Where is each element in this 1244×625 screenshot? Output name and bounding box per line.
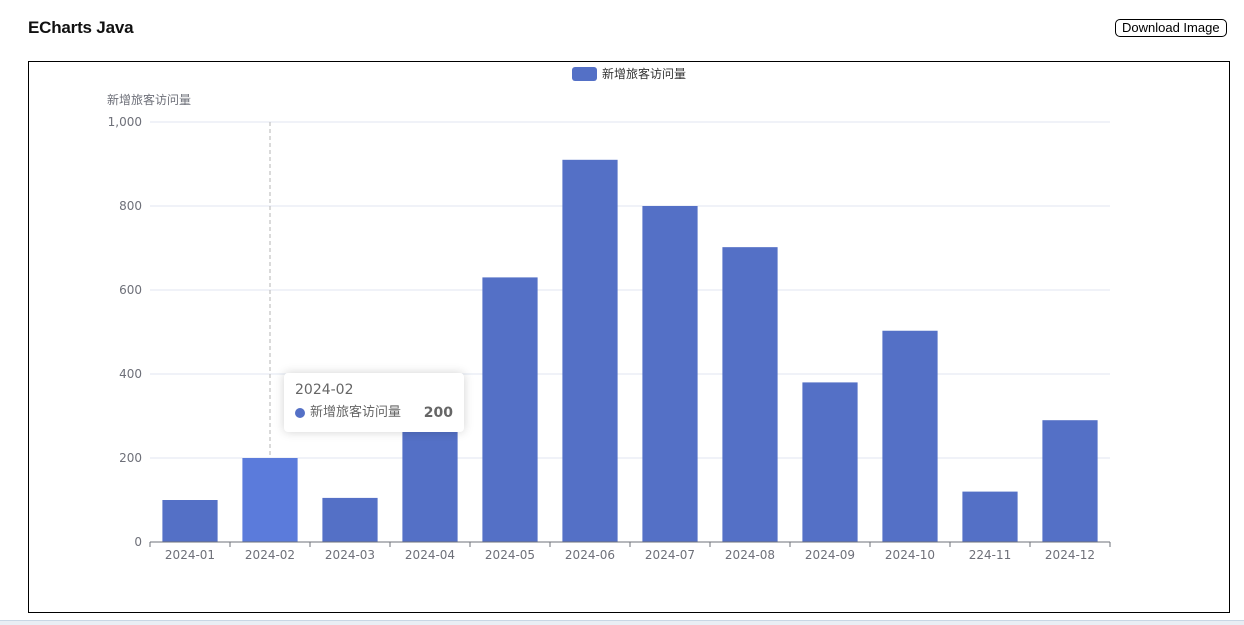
x-tick-label: 2024-03 (325, 548, 375, 562)
x-tick-label: 2024-12 (1045, 548, 1095, 562)
x-tick-label: 2024-02 (245, 548, 295, 562)
bar-2024-05[interactable] (482, 277, 538, 542)
bar-2024-12[interactable] (1042, 420, 1098, 542)
bar-2024-04[interactable] (402, 430, 458, 542)
x-tick-label: 2024-09 (805, 548, 855, 562)
x-tick-label: 2024-04 (405, 548, 455, 562)
x-tick-label: 2024-07 (645, 548, 695, 562)
tooltip-value: 200 (423, 405, 453, 421)
top-bar: ECharts Java Download Image (0, 0, 1244, 60)
y-tick-label: 600 (119, 283, 142, 297)
axes: 0 200 400 600 800 1,000 2024-01 2024-02 2024-03 2… (108, 115, 1111, 562)
bar-2024-02[interactable] (242, 458, 298, 542)
bar-2024-10[interactable] (882, 330, 938, 542)
bar-224-11[interactable] (962, 491, 1018, 542)
download-image-button[interactable]: Download Image (1115, 19, 1227, 37)
legend-swatch[interactable] (572, 67, 597, 81)
x-tick-label: 2024-05 (485, 548, 535, 562)
window-bottom-edge (0, 620, 1244, 625)
x-tick-label: 2024-10 (885, 548, 935, 562)
x-tick-label: 2024-06 (565, 548, 615, 562)
bar-chart[interactable]: 0 200 400 600 800 1,000 2024-01 2024-02 2024-03 2… (29, 62, 1229, 612)
bar-2024-01[interactable] (162, 500, 218, 542)
bar-2024-08[interactable] (722, 247, 778, 542)
tooltip-series-name: 新增旅客访问量 (310, 405, 402, 420)
bar-2024-03[interactable] (322, 497, 378, 542)
y-tick-label: 1,000 (108, 115, 142, 129)
page-title: ECharts Java (28, 18, 134, 37)
x-tick-label: 2024-01 (165, 548, 215, 562)
bar-2024-07[interactable] (642, 206, 698, 542)
y-tick-label: 0 (134, 535, 142, 549)
tooltip: 2024-02 新增旅客访问量 200 (284, 373, 464, 432)
chart-container[interactable]: 0 200 400 600 800 1,000 2024-01 2024-02 2024-03 2… (28, 61, 1230, 613)
legend-label[interactable]: 新增旅客访问量 (602, 66, 686, 81)
bar-2024-06[interactable] (562, 159, 618, 543)
y-axis-title: 新增旅客访问量 (107, 92, 191, 107)
x-tick-label: 2024-08 (725, 548, 775, 562)
y-tick-label: 800 (119, 199, 142, 213)
bar-series[interactable] (162, 159, 1098, 543)
tooltip-series-dot (295, 408, 305, 418)
tooltip-category: 2024-02 (295, 382, 354, 398)
y-tick-label: 200 (119, 451, 142, 465)
legend[interactable]: 新增旅客访问量 (572, 66, 686, 81)
y-tick-label: 400 (119, 367, 142, 381)
bar-2024-09[interactable] (802, 382, 858, 542)
tooltip-row: 新增旅客访问量 200 (295, 405, 453, 421)
x-tick-label: 224-11 (969, 548, 1012, 562)
